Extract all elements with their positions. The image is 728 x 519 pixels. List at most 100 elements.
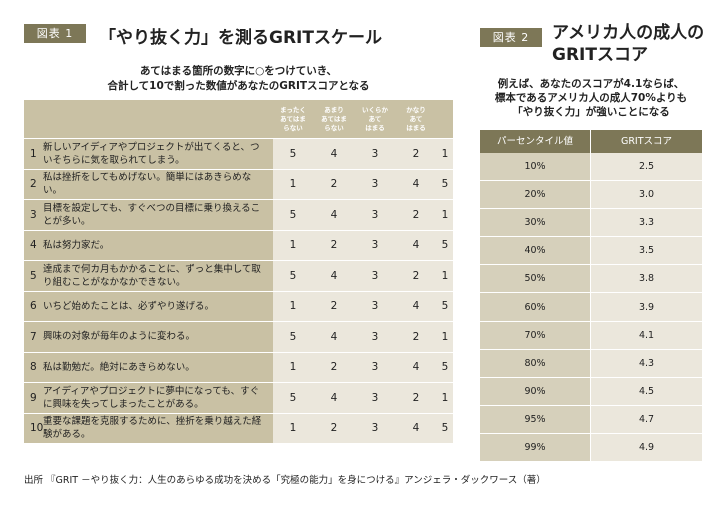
score-option[interactable]: 3 bbox=[371, 208, 379, 221]
score-option[interactable]: 1 bbox=[289, 300, 297, 313]
score-option[interactable]: 1 bbox=[441, 208, 449, 221]
score-option[interactable]: 2 bbox=[412, 208, 420, 221]
column-header: まったく あてはま らない bbox=[280, 105, 306, 132]
percentile-row: 10% 2.5 bbox=[480, 153, 702, 182]
question-row: 7 興味の対象が毎年のように変わる。 5 4 3 2 1 bbox=[24, 322, 453, 353]
score-option[interactable]: 1 bbox=[289, 239, 297, 252]
question-number: 8 bbox=[30, 361, 37, 374]
score-option[interactable]: 2 bbox=[330, 361, 338, 374]
percentile-value: 10% bbox=[480, 153, 590, 181]
percentile-row: 50% 3.8 bbox=[480, 265, 702, 294]
score-option[interactable]: 4 bbox=[330, 330, 338, 343]
score-option[interactable]: 1 bbox=[441, 147, 449, 160]
score-option[interactable]: 2 bbox=[330, 178, 338, 191]
score-option[interactable]: 2 bbox=[412, 269, 420, 282]
score-option[interactable]: 1 bbox=[441, 330, 449, 343]
score-band bbox=[273, 352, 453, 382]
percentile-value: 80% bbox=[480, 349, 590, 377]
score-option[interactable]: 4 bbox=[412, 300, 420, 313]
score-option[interactable]: 3 bbox=[371, 391, 379, 404]
score-option[interactable]: 5 bbox=[289, 147, 297, 160]
column-header: いくらか あて はまる bbox=[362, 105, 388, 132]
figure-2-title: アメリカ人の成人の GRITスコア bbox=[552, 22, 704, 66]
grit-score-value: 3.9 bbox=[591, 293, 702, 321]
score-option[interactable]: 2 bbox=[330, 422, 338, 435]
score-option[interactable]: 3 bbox=[371, 330, 379, 343]
score-option[interactable]: 1 bbox=[441, 269, 449, 282]
grit-score-value: 2.5 bbox=[591, 153, 702, 181]
score-band bbox=[273, 413, 453, 443]
score-option[interactable]: 5 bbox=[441, 361, 449, 374]
score-option[interactable]: 5 bbox=[289, 269, 297, 282]
percentile-row: 70% 4.1 bbox=[480, 321, 702, 350]
grit-score-value: 4.7 bbox=[591, 405, 702, 433]
percentile-table-header: パーセンタイル値 GRITスコア bbox=[480, 130, 702, 153]
percentile-row: 90% 4.5 bbox=[480, 377, 702, 406]
score-option[interactable]: 3 bbox=[371, 269, 379, 282]
score-option[interactable]: 1 bbox=[441, 391, 449, 404]
question-number: 2 bbox=[30, 178, 37, 191]
figure-1-badge: 図表 1 bbox=[24, 24, 86, 43]
question-number: 5 bbox=[30, 269, 37, 282]
score-option[interactable]: 3 bbox=[371, 361, 379, 374]
score-option[interactable]: 4 bbox=[412, 178, 420, 191]
note-line-3: 「やり抜く力」が強いことになる bbox=[512, 106, 670, 118]
score-option[interactable]: 5 bbox=[441, 300, 449, 313]
score-option[interactable]: 2 bbox=[412, 147, 420, 160]
score-option[interactable]: 1 bbox=[289, 422, 297, 435]
percentile-value: 99% bbox=[480, 433, 590, 462]
question-text: 重要な課題を克服するために、挫折を乗り越えた経験がある。 bbox=[43, 416, 262, 441]
question-text: 興味の対象が毎年のように変わる。 bbox=[43, 331, 196, 343]
score-option[interactable]: 3 bbox=[371, 422, 379, 435]
score-option[interactable]: 5 bbox=[441, 239, 449, 252]
score-option[interactable]: 5 bbox=[441, 178, 449, 191]
question-number: 1 bbox=[30, 147, 37, 160]
percentile-row: 95% 4.7 bbox=[480, 405, 702, 434]
score-option[interactable]: 4 bbox=[330, 147, 338, 160]
score-band bbox=[273, 261, 453, 291]
score-option[interactable]: 2 bbox=[412, 391, 420, 404]
score-option[interactable]: 4 bbox=[330, 269, 338, 282]
question-text: アイディアやプロジェクトに夢中になっても、すぐに興味を失ってしまったことがある。 bbox=[43, 385, 260, 410]
grit-score-value: 3.5 bbox=[591, 237, 702, 265]
score-band bbox=[273, 383, 453, 413]
grit-score-value: 3.3 bbox=[591, 209, 702, 237]
instruction-line-1: あてはまる箇所の数字に○をつけていき、 bbox=[139, 65, 337, 77]
score-option[interactable]: 3 bbox=[371, 239, 379, 252]
score-option[interactable]: 5 bbox=[289, 330, 297, 343]
score-option[interactable]: 2 bbox=[330, 239, 338, 252]
percentile-row: 40% 3.5 bbox=[480, 237, 702, 266]
note-line-1: 例えば、あなたのスコアが4.1ならば、 bbox=[497, 78, 685, 90]
question-text: 私は努力家だ。 bbox=[43, 239, 110, 251]
score-band bbox=[273, 169, 453, 199]
question-row: 4 私は努力家だ。 1 2 3 4 5 bbox=[24, 230, 453, 261]
score-option[interactable]: 4 bbox=[330, 208, 338, 221]
figure-2-note: 例えば、あなたのスコアが4.1ならば、 標本であるアメリカ人の成人70%よりも … bbox=[480, 77, 702, 119]
percentile-value: 50% bbox=[480, 265, 590, 293]
score-option[interactable]: 2 bbox=[330, 300, 338, 313]
score-option[interactable]: 3 bbox=[371, 300, 379, 313]
percentile-value: 20% bbox=[480, 181, 590, 209]
score-option[interactable]: 5 bbox=[441, 422, 449, 435]
question-row: 2 私は挫折をしてもめげない。簡単にはあきらめない。 1 2 3 4 5 bbox=[24, 169, 453, 200]
score-option[interactable]: 4 bbox=[412, 422, 420, 435]
score-band bbox=[273, 291, 453, 321]
score-option[interactable]: 3 bbox=[371, 178, 379, 191]
question-number: 10 bbox=[30, 422, 44, 435]
score-option[interactable]: 1 bbox=[289, 361, 297, 374]
score-option[interactable]: 1 bbox=[289, 178, 297, 191]
question-row: 6 いちど始めたことは、必ずやり遂げる。 1 2 3 4 5 bbox=[24, 291, 453, 322]
score-option[interactable]: 5 bbox=[289, 208, 297, 221]
percentile-value: 60% bbox=[480, 293, 590, 321]
score-option[interactable]: 3 bbox=[371, 147, 379, 160]
score-band bbox=[273, 322, 453, 352]
score-option[interactable]: 5 bbox=[289, 391, 297, 404]
question-number: 4 bbox=[30, 239, 37, 252]
score-option[interactable]: 4 bbox=[412, 239, 420, 252]
figure-2-title-line-2: GRITスコア bbox=[552, 45, 648, 65]
grit-score-value: 3.0 bbox=[591, 181, 702, 209]
grit-percentile-table: パーセンタイル値 GRITスコア 10% 2.5 20% 3.0 30% 3.3 40% 3.… bbox=[480, 130, 702, 463]
score-option[interactable]: 4 bbox=[412, 361, 420, 374]
score-option[interactable]: 2 bbox=[412, 330, 420, 343]
score-option[interactable]: 4 bbox=[330, 391, 338, 404]
